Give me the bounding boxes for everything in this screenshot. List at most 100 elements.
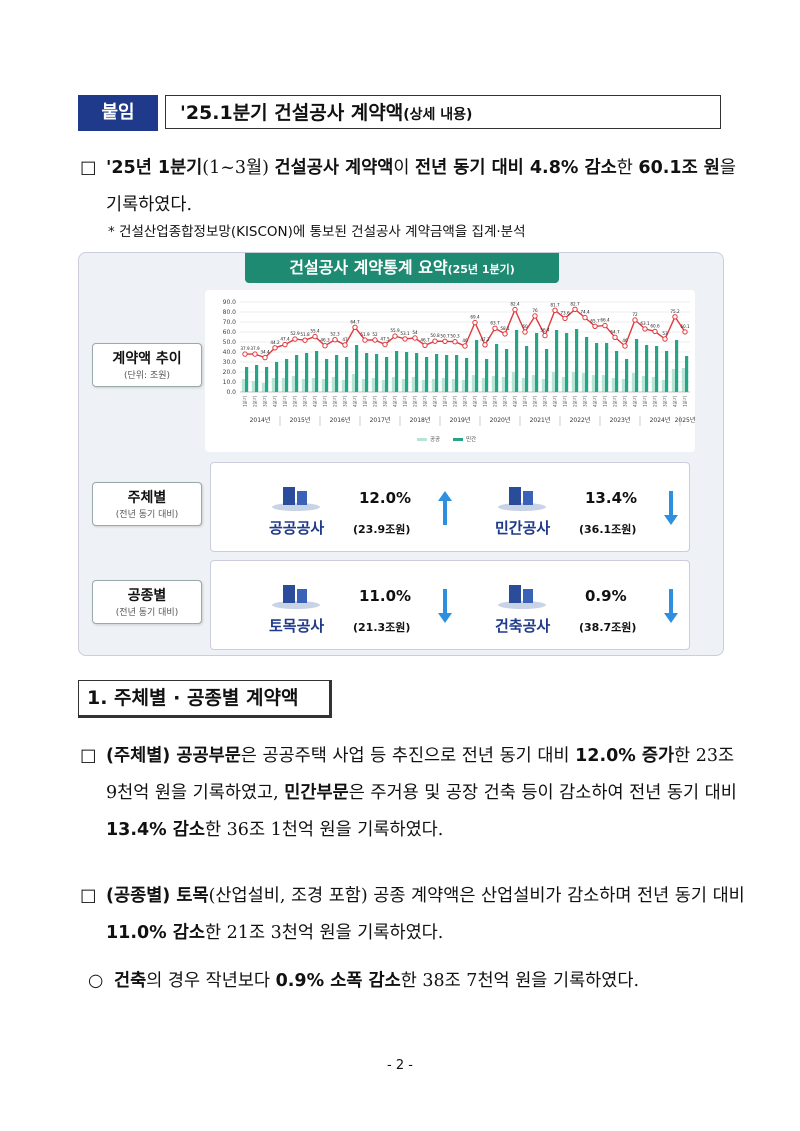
x-tick-label: 2분기	[612, 396, 619, 407]
line-marker	[582, 314, 588, 321]
x-tick-label: 3분기	[582, 396, 589, 407]
bar	[581, 373, 585, 392]
line-marker	[672, 314, 678, 320]
text-segment: 한 23조 9천억 원을 기록하였고,	[106, 746, 735, 803]
arrow-shape	[438, 491, 452, 525]
year-label: 2015년	[290, 416, 311, 424]
header-box: '25.1분기 건설공사 계약액(상세 내용)	[165, 95, 721, 129]
y-tick-label: 50.0	[223, 339, 237, 346]
x-tick-label: 2분기	[492, 396, 499, 407]
bar	[381, 380, 385, 392]
data-label: 64.7	[350, 319, 360, 324]
legend-label: 공공	[430, 436, 440, 443]
bar	[325, 359, 329, 392]
note: * 건설산업종합정보망(KISCON)에 통보된 건설공사 계약금액을 집계·분…	[108, 224, 526, 240]
text-segment: '25년 1분기	[106, 158, 203, 178]
data-label: 54	[412, 330, 418, 335]
x-tick-label: 1분기	[282, 396, 289, 407]
legend-swatch	[417, 438, 427, 441]
bar	[661, 380, 665, 392]
page-number: - 2 -	[387, 1058, 413, 1073]
y-tick-label: 30.0	[223, 359, 237, 366]
paragraph: □ (공종별) 토목(산업설비, 조경 포함) 공종 계약액은 산업설비가 감소하…	[80, 878, 751, 952]
icon-shape	[523, 589, 533, 603]
data-label: 53	[662, 331, 668, 336]
bar	[321, 379, 325, 392]
year-label: 2019년	[450, 416, 471, 424]
bar	[665, 351, 669, 392]
data-label: 37.9	[240, 346, 250, 351]
data-label: 63.1	[640, 321, 650, 326]
x-tick-label: 4분기	[312, 396, 319, 407]
year-label: 2024년	[650, 416, 671, 424]
arrow	[664, 589, 678, 623]
x-tick-label: 2분기	[252, 396, 259, 407]
bar	[411, 377, 415, 392]
item-name: 민간공사	[495, 519, 551, 537]
line-marker	[682, 329, 688, 335]
text-segment: 토목	[176, 886, 209, 906]
bar	[475, 340, 479, 392]
line-marker	[242, 351, 248, 357]
x-tick-label: 2분기	[452, 396, 459, 407]
trend-unit: (단위: 조원)	[123, 371, 171, 381]
item-amount: (38.7조원)	[579, 621, 637, 634]
data-label: 37.9	[250, 346, 260, 351]
icon-shape	[498, 503, 546, 511]
bar	[301, 379, 305, 392]
line-marker	[272, 345, 278, 351]
header-suffix: (상세 내용)	[403, 107, 473, 123]
y-tick-label: 40.0	[223, 349, 237, 356]
row-sub: (전년 동기 대비)	[115, 510, 179, 520]
line-marker	[552, 307, 558, 313]
bar	[331, 377, 335, 392]
arrow	[438, 589, 452, 623]
item-icon	[272, 585, 320, 609]
line-marker	[462, 343, 468, 349]
text-segment: 한 36조 1천억 원을 기록하였다.	[205, 820, 444, 840]
icon-shape	[297, 589, 307, 603]
bar	[341, 380, 345, 392]
bar	[471, 375, 475, 392]
banner-suffix: (25년 1분기)	[447, 263, 515, 276]
text-segment: 은 공공주택 사업 등 추진으로 전년 동기 대비	[240, 746, 576, 766]
x-tick-label: 4분기	[512, 396, 519, 407]
row-label-box: 주체별 (전년 동기 대비)	[92, 482, 202, 526]
bar	[511, 372, 515, 392]
x-tick-label: 3분기	[542, 396, 549, 407]
line-marker	[622, 343, 628, 349]
line-marker	[282, 341, 288, 348]
bar	[561, 377, 565, 392]
x-tick-label: 1분기	[562, 396, 569, 407]
bar	[625, 359, 629, 392]
x-tick-label: 1분기	[482, 396, 489, 407]
item-icon	[498, 585, 546, 609]
text-segment: 민간부문	[284, 783, 349, 803]
data-label: 58.1	[500, 326, 510, 331]
year-label: 2014년	[250, 416, 271, 424]
line-marker	[372, 337, 378, 343]
data-label: 55.4	[310, 329, 320, 334]
line-marker	[632, 317, 638, 323]
line-marker	[252, 351, 258, 357]
y-tick-label: 10.0	[223, 379, 237, 386]
x-tick-label: 3분기	[382, 396, 389, 407]
data-label: 76	[532, 308, 538, 313]
x-tick-label: 2분기	[332, 396, 339, 407]
year-label: 2025년	[675, 416, 695, 424]
bar	[575, 329, 579, 392]
row-label-box: 공종별 (전년 동기 대비)	[92, 580, 202, 624]
trend-label-box: 계약액 추이 (단위: 조원)	[92, 343, 202, 387]
bar	[681, 368, 685, 392]
icon-shape	[509, 487, 521, 505]
y-tick-label: 20.0	[223, 369, 237, 376]
data-label: 50.3	[450, 334, 460, 339]
bar	[621, 379, 625, 392]
item-amount: (21.3조원)	[353, 621, 411, 634]
text-segment: 전년 동기 대비 4.8% 감소	[415, 158, 617, 178]
data-label: 46.3	[320, 338, 330, 343]
bar	[371, 378, 375, 392]
paragraph: ○ 건축의 경우 작년보다 0.9% 소폭 감소한 38조 7천억 원을 기록하였…	[88, 963, 754, 1000]
bar	[605, 343, 609, 392]
item-pct: 0.9%	[585, 587, 627, 605]
